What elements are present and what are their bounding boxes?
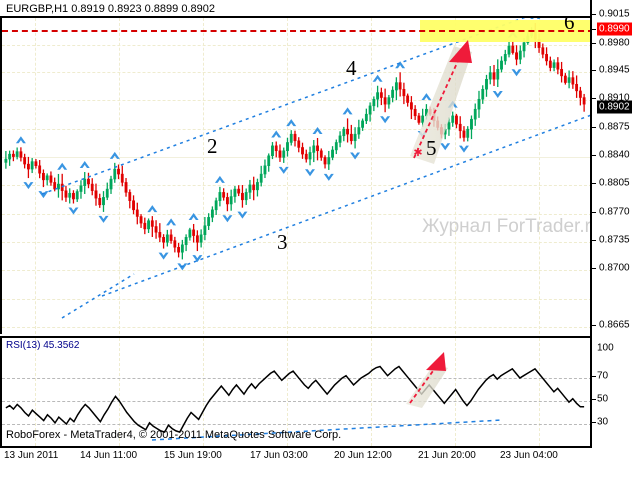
time-tick-label: 23 Jun 04:00 [500, 450, 558, 461]
rsi-tick-label-70: 70 [597, 370, 609, 382]
vertical-gridline [287, 18, 288, 334]
vertical-gridline [287, 338, 288, 446]
wave-label-6: 6 [564, 16, 575, 34]
rsi-level-70 [2, 378, 592, 379]
time-tick-label: 13 Jun 2011 [4, 450, 59, 461]
target-level-line [2, 30, 592, 32]
bid-price-tag: 0.8990 [597, 22, 632, 36]
wave-label-2: 2 [207, 134, 218, 158]
vertical-gridline [35, 18, 36, 334]
price-tick-label: 0.8840 [599, 149, 630, 161]
horizontal-gridline [2, 45, 592, 46]
rsi-level-30 [2, 424, 592, 425]
time-axis[interactable]: 13 Jun 2011 14 Jun 11:00 15 Jun 19:00 17… [0, 450, 640, 466]
vertical-gridline [35, 338, 36, 446]
vertical-gridline [371, 338, 372, 446]
price-tick-label: 0.8700 [599, 262, 630, 274]
price-series-canvas [4, 18, 592, 319]
vertical-gridline [371, 18, 372, 334]
price-axis[interactable]: 0.9015 0.8990 0.8980 0.8945 0.8910 0.890… [592, 0, 640, 480]
horizontal-gridline [2, 157, 592, 158]
forecast-overlay-canvas [410, 40, 472, 164]
rsi-tick-label-50: 50 [597, 393, 609, 405]
horizontal-gridline [2, 185, 592, 186]
price-tick-label: 0.8875 [599, 121, 630, 133]
time-tick-label: 20 Jun 12:00 [334, 450, 392, 461]
price-chart-panel[interactable]: Журнал ForTrader.ru 2 3 4 5 6 [0, 16, 592, 334]
time-tick-label: 14 Jun 11:00 [80, 450, 138, 461]
price-tick-label: 0.8910 [599, 92, 630, 104]
vertical-gridline [203, 18, 204, 334]
rsi-series-canvas [5, 352, 585, 441]
price-tick-label: 0.9015 [599, 8, 630, 20]
vertical-gridline [539, 338, 540, 446]
price-tick-label: 0.8805 [599, 177, 630, 189]
horizontal-gridline [2, 72, 592, 73]
rsi-level-50 [2, 401, 592, 402]
horizontal-gridline [2, 270, 592, 271]
horizontal-gridline [2, 327, 592, 328]
vertical-gridline [539, 18, 540, 334]
price-tick-label: 0.8770 [599, 206, 630, 218]
wave-label-3: 3 [277, 230, 288, 254]
vertical-gridline [119, 338, 120, 446]
rsi-tick-label-30: 30 [597, 416, 609, 428]
price-tick-label: 0.8665 [599, 319, 630, 331]
time-tick-label: 17 Jun 03:00 [250, 450, 308, 461]
horizontal-gridline [2, 214, 592, 215]
rsi-tick-label-100: 100 [597, 342, 614, 354]
vertical-gridline [455, 338, 456, 446]
vertical-gridline [119, 18, 120, 334]
time-tick-label: 15 Jun 19:00 [164, 450, 222, 461]
rsi-title: RSI(13) 45.3562 [6, 340, 80, 351]
rsi-indicator-panel[interactable] [0, 336, 592, 448]
vertical-gridline [455, 18, 456, 334]
symbol-header: EURGBP,H1 0.8919 0.8923 0.8899 0.8902 [6, 3, 215, 15]
vertical-gridline [203, 338, 204, 446]
price-tick-label: 0.8945 [599, 64, 630, 76]
horizontal-gridline [2, 100, 592, 101]
price-tick-label: 0.8980 [599, 37, 630, 49]
time-tick-label: 21 Jun 20:00 [418, 450, 476, 461]
wave-label-4: 4 [346, 56, 357, 80]
price-tick-label: 0.8735 [599, 234, 630, 246]
broker-footer: RoboForex - MetaTrader4, © 2001-2011 Met… [6, 429, 342, 441]
wave-label-5: 5 [426, 136, 437, 160]
watermark: Журнал ForTrader.ru [422, 216, 592, 237]
price-axis-line [590, 0, 592, 448]
horizontal-gridline [2, 299, 592, 300]
horizontal-gridline [2, 242, 592, 243]
horizontal-gridline [2, 129, 592, 130]
last-price-tag: 0.8902 [597, 100, 632, 114]
